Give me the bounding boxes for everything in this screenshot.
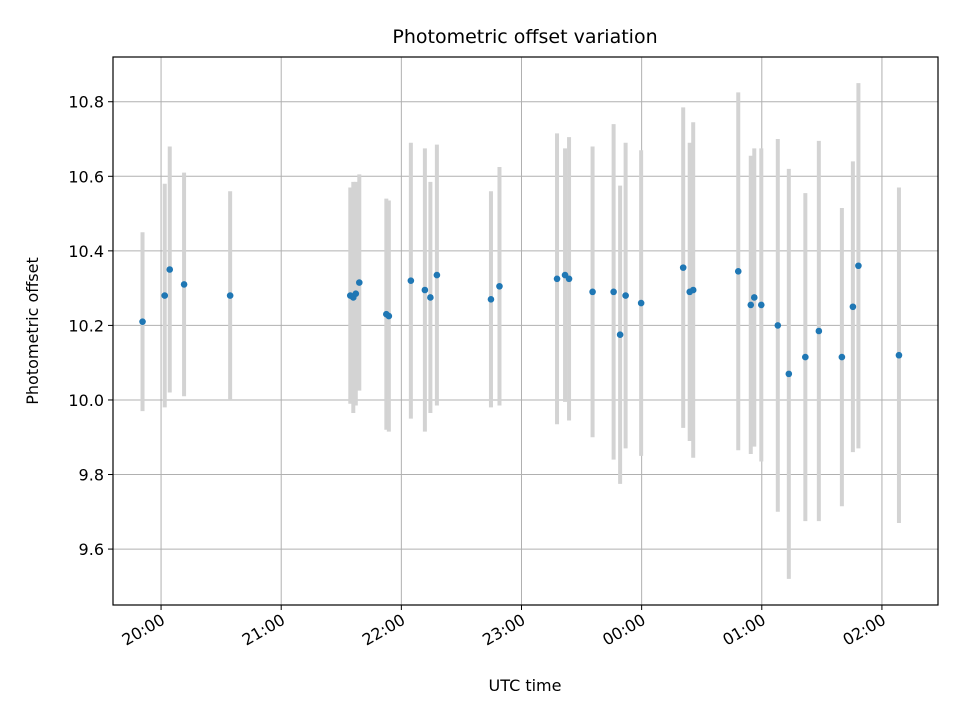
y-tick-label: 10.2 <box>68 316 104 335</box>
data-point <box>610 288 617 296</box>
y-tick-label: 9.6 <box>79 540 104 559</box>
data-point <box>589 288 596 296</box>
data-point <box>385 312 393 320</box>
data-point <box>785 370 793 378</box>
data-point <box>352 290 360 298</box>
y-tick-label: 10.4 <box>68 242 104 261</box>
data-point <box>637 299 645 307</box>
data-point <box>407 277 415 284</box>
data-point <box>849 303 857 311</box>
data-point <box>180 281 188 288</box>
data-point <box>487 296 495 303</box>
y-tick-label: 10.8 <box>68 93 104 112</box>
data-point <box>433 271 441 279</box>
chart-title: Photometric offset variation <box>392 26 657 48</box>
data-point <box>750 294 758 301</box>
data-point <box>802 353 809 361</box>
data-point <box>553 275 561 283</box>
data-point <box>622 292 629 299</box>
data-point <box>747 301 755 309</box>
data-point <box>616 331 624 339</box>
data-point <box>226 292 234 299</box>
data-point <box>734 268 742 275</box>
data-point <box>355 279 363 286</box>
data-point <box>421 286 429 294</box>
data-point <box>427 294 434 301</box>
data-points <box>139 262 903 378</box>
data-point <box>895 351 903 359</box>
data-point <box>679 264 687 271</box>
data-point <box>689 286 697 294</box>
data-point <box>161 292 169 299</box>
data-point <box>774 322 782 329</box>
data-point <box>565 275 573 283</box>
data-point <box>496 282 503 290</box>
plot-frame <box>112 56 939 606</box>
y-axis: 9.6 9.8 10.0 10.2 10.4 10.6 10.8 <box>68 93 113 559</box>
data-point <box>166 266 174 273</box>
y-tick-label: 9.8 <box>79 466 104 485</box>
data-point <box>855 262 862 270</box>
data-point <box>838 353 846 361</box>
y-tick-label: 10.6 <box>68 167 104 186</box>
data-point <box>757 301 765 309</box>
x-axis-label: UTC time <box>489 676 562 695</box>
grid <box>113 57 938 605</box>
data-point <box>139 318 146 325</box>
y-tick-label: 10.0 <box>68 391 104 410</box>
y-axis-label: Photometric offset <box>23 257 42 405</box>
data-point <box>815 327 823 335</box>
